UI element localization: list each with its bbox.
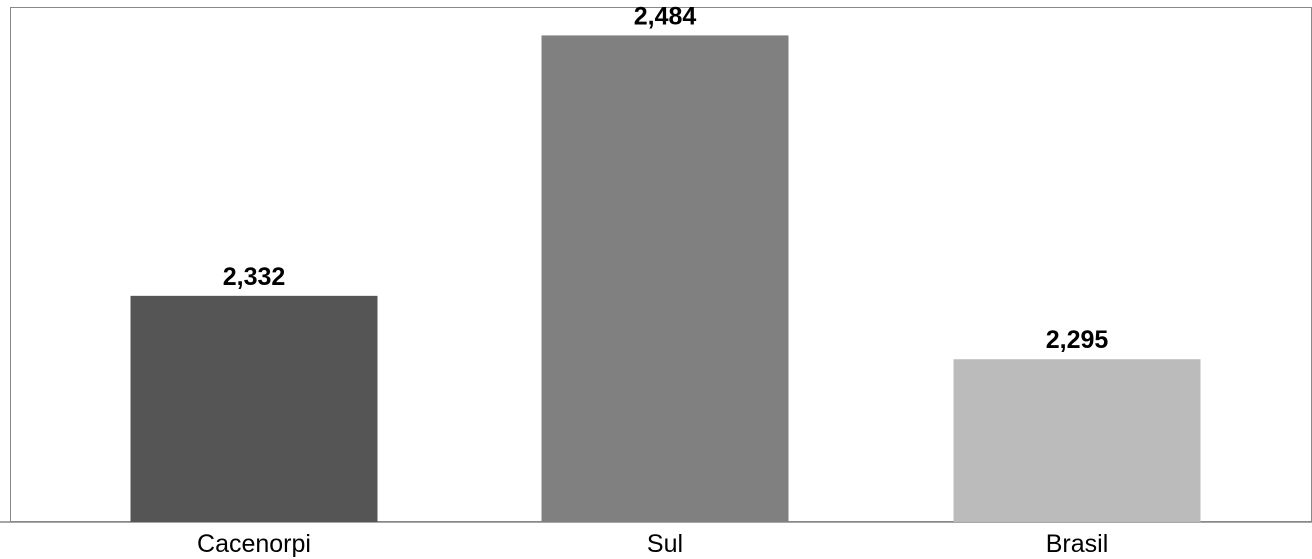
bar-cacenorpi bbox=[130, 295, 378, 522]
data-label-brasil: 2,295 bbox=[1046, 326, 1109, 354]
data-label-cacenorpi: 2,332 bbox=[223, 263, 286, 291]
bar-brasil bbox=[953, 359, 1201, 522]
bar-sul bbox=[541, 35, 789, 523]
labels-group: 2,332 Cacenorpi 2,484 Sul 2,295 Brasil bbox=[197, 2, 1108, 558]
bars-group bbox=[130, 35, 1201, 523]
category-label-brasil: Brasil bbox=[1046, 530, 1109, 558]
category-label-cacenorpi: Cacenorpi bbox=[197, 530, 311, 558]
data-label-sul: 2,484 bbox=[634, 2, 697, 30]
category-label-sul: Sul bbox=[647, 530, 683, 558]
